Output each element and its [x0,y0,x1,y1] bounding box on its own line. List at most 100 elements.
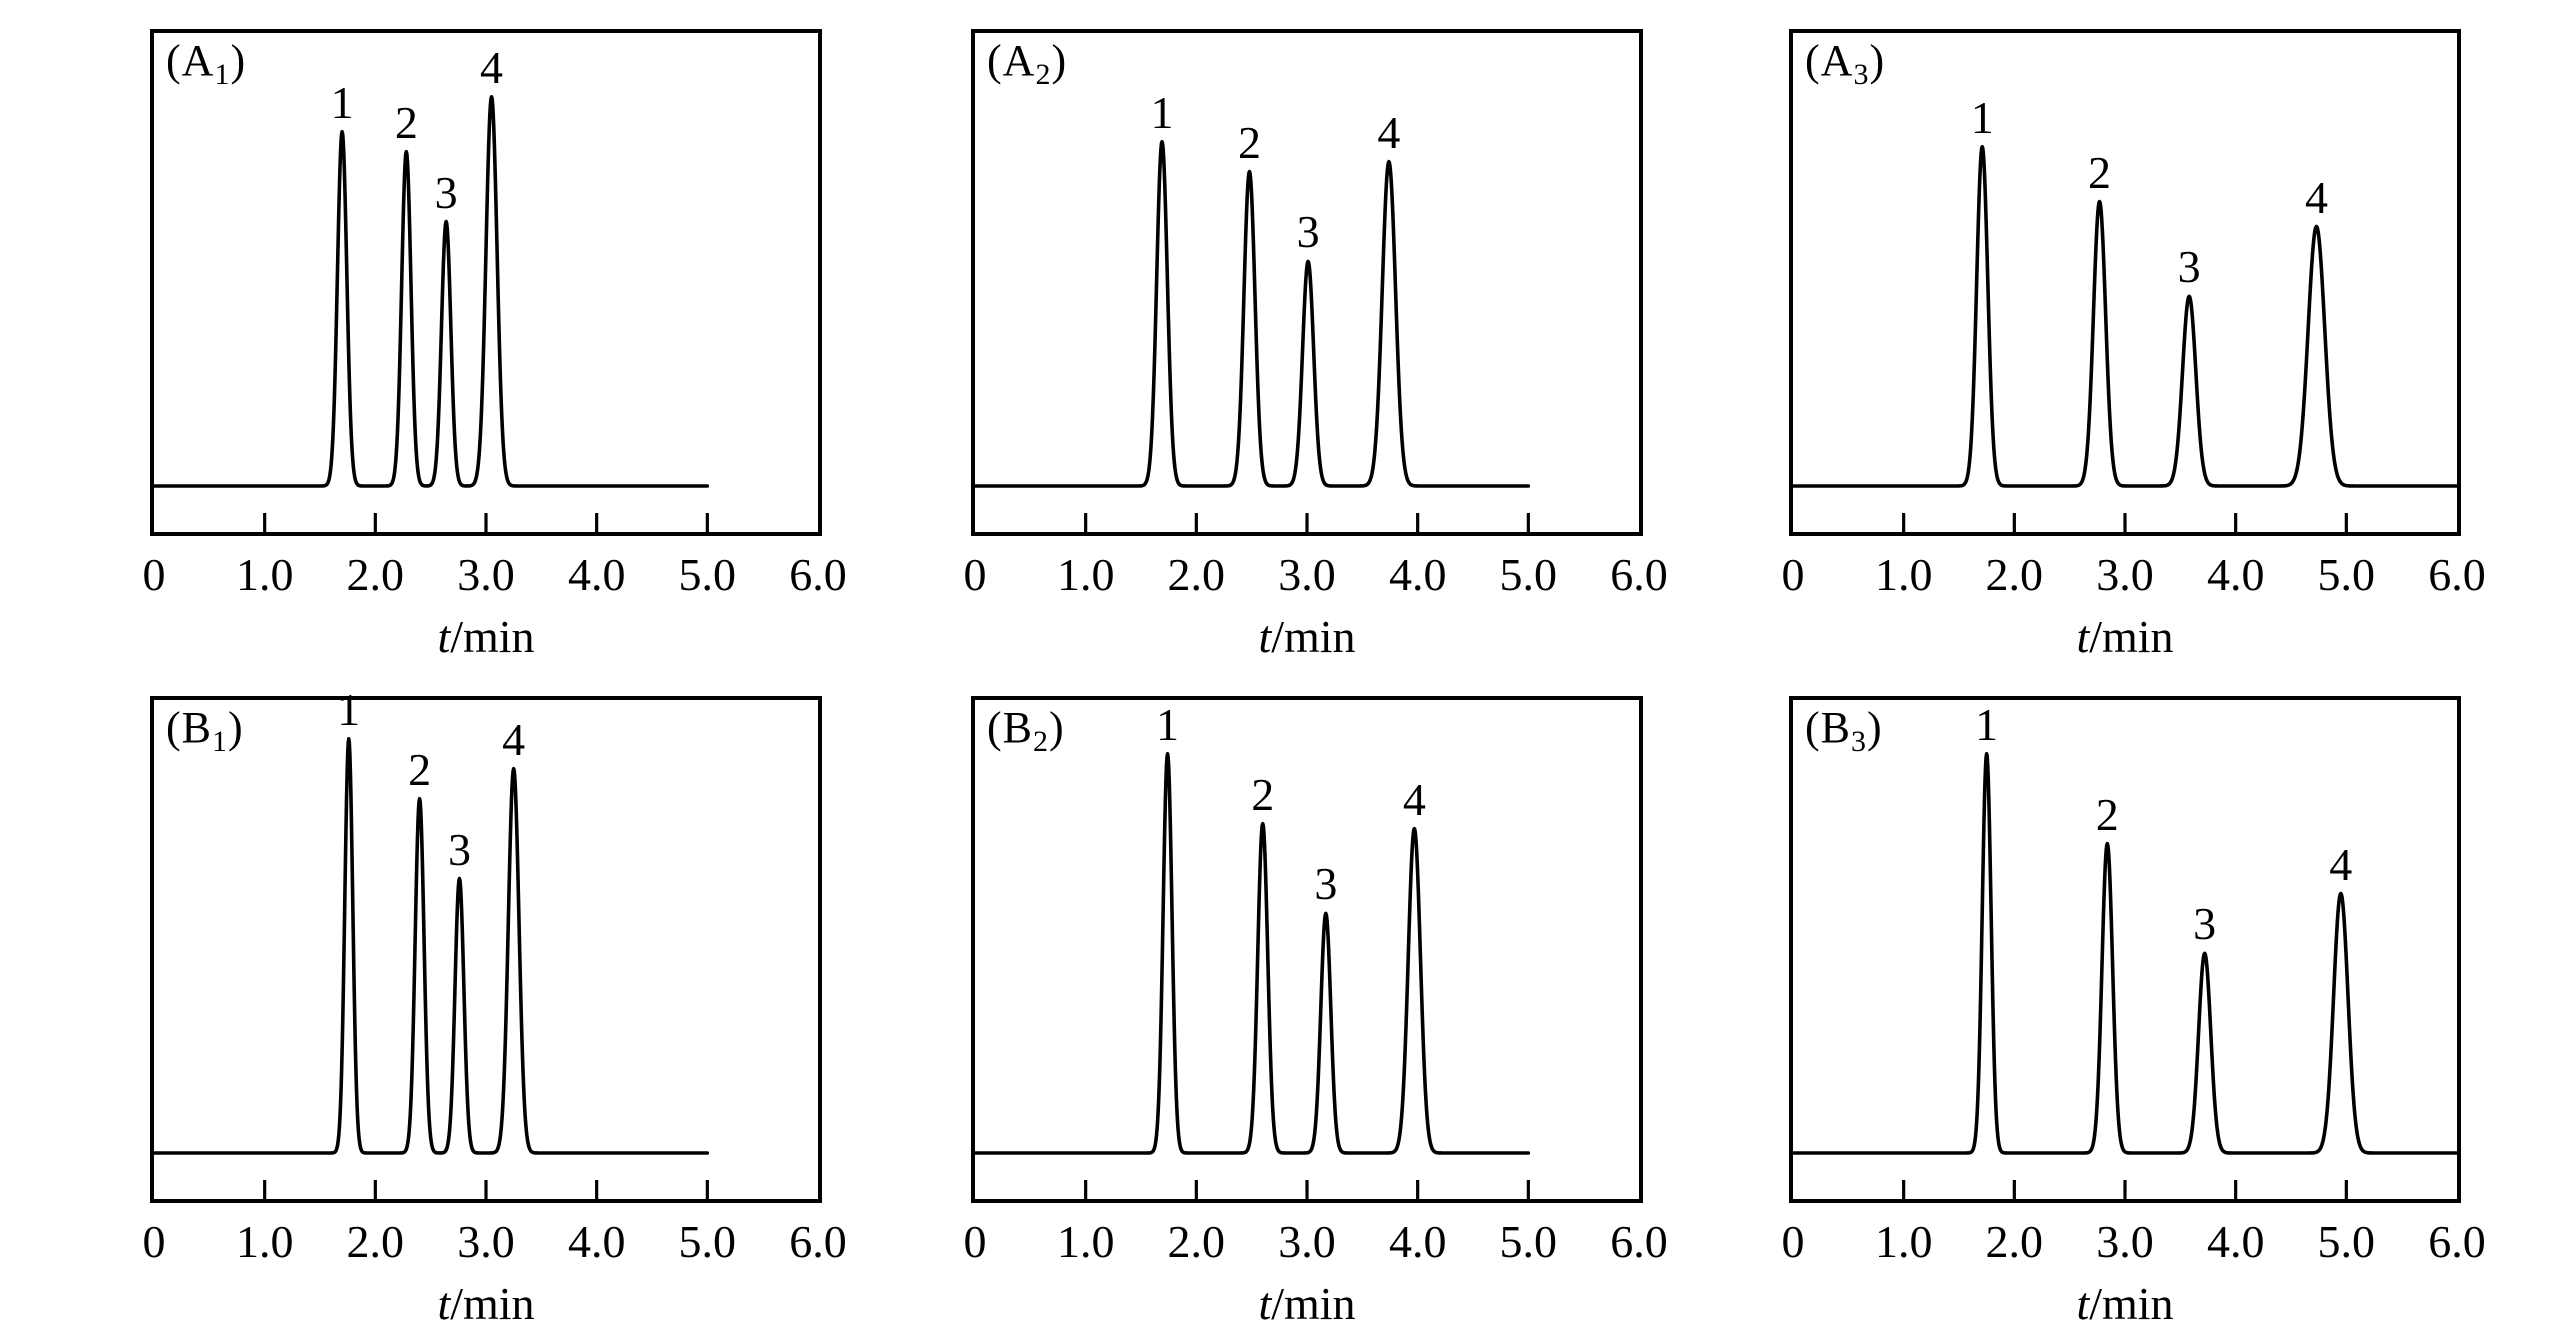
x-axis-tick-labels: 0 1.0 2.0 3.0 4.0 5.0 6.0 [143,549,847,602]
peak-label-2: 2 [2095,788,2119,840]
x-tick-label: 2.0 [1167,549,1226,600]
panel-label: (A1) [166,36,246,89]
x-tick-label: 0 [963,549,987,600]
x-axis-tick-labels: 0 1.0 2.0 3.0 4.0 5.0 6.0 [143,1216,847,1269]
x-tick-label: 4.0 [1388,549,1447,600]
panel-b3: (B3) 1 2 3 4 0 1.0 2.0 3.0 4.0 5.0 6.0 t… [1782,696,2486,1329]
x-tick-label: 2.0 [346,549,405,600]
peak-label-2: 2 [408,743,432,795]
peak-label-2: 2 [2088,146,2112,198]
x-tick-label: 2.0 [1167,1216,1226,1267]
x-tick-label: 0 [142,1216,166,1267]
x-tick-label: 4.0 [2206,1216,2265,1267]
x-tick-label: 4.0 [2206,549,2265,600]
panel-label-suffix: ) [1867,703,1883,752]
x-tick-label: 2.0 [1985,1216,2044,1267]
peak-label-2: 2 [1237,116,1261,168]
chromatogram-plot [973,139,1531,532]
panel-frame: (A1) 1 2 3 4 [150,29,822,536]
x-axis-title-unit: /min [1271,611,1356,662]
panel-b1: (B1) 1 2 3 4 0 1.0 2.0 3.0 4.0 5.0 6.0 t… [143,686,847,1328]
x-tick-label: 3.0 [1278,549,1336,600]
peak-label-4: 4 [2304,171,2328,223]
panel-frame: (A2) 1 2 3 4 [971,29,1643,536]
x-tick-label: 6.0 [1610,549,1668,600]
peak-label-3: 3 [2193,898,2217,950]
panel-label-prefix: (B [166,703,212,752]
chromatogram-trace [1791,752,2459,1155]
peak-label-3: 3 [1296,206,1320,258]
peak-label-3: 3 [434,166,458,218]
peak-label-1: 1 [1150,86,1174,138]
panel-label-subscript: 3 [1853,58,1870,91]
panel-label: (A3) [1805,36,1886,89]
panel-label-subscript: 1 [212,725,228,758]
chromatogram-plot [1791,144,2459,532]
peak-label-4: 4 [2329,838,2353,890]
x-tick-label: 3.0 [2096,549,2154,600]
x-axis-title-unit: /min [2089,1278,2174,1329]
x-axis-title: t/min [1789,612,2461,662]
t-symbol: t [437,1278,451,1329]
x-tick-label: 4.0 [1388,1216,1447,1267]
x-tick-label: 3.0 [457,549,515,600]
chromatogram-plot [152,737,710,1199]
peak-label-1: 1 [1970,91,1994,143]
chromatogram-trace [1791,144,2459,488]
x-tick-label: 6.0 [2428,549,2486,600]
panel-a1: (A1) 1 2 3 4 0 1.0 2.0 3.0 4.0 5.0 6.0 t… [143,29,847,662]
peak-label-4: 4 [1402,773,1426,825]
peak-label-3: 3 [447,823,471,875]
x-tick-label: 5.0 [678,549,737,600]
x-tick-label: 3.0 [1278,1216,1336,1267]
x-tick-label: 0 [142,549,166,600]
chromatogram-plot [973,752,1531,1199]
x-axis-title-unit: /min [2089,611,2174,662]
x-axis-title-unit: /min [450,1278,535,1329]
x-axis-tick-labels: 0 1.0 2.0 3.0 4.0 5.0 6.0 [964,549,1668,602]
chromatogram-plot [152,94,710,532]
x-tick-label: 4.0 [567,549,626,600]
chromatogram-trace [973,139,1531,488]
x-tick-label: 0 [963,1216,987,1267]
panel-a2: (A2) 1 2 3 4 0 1.0 2.0 3.0 4.0 5.0 6.0 t… [964,29,1668,662]
x-tick-label: 4.0 [567,1216,626,1267]
peak-label-4: 4 [1377,106,1401,158]
panel-label-suffix: ) [1869,36,1886,85]
chromatogram-plot [1791,752,2459,1199]
x-tick-label: 0 [1781,1216,1805,1267]
panel-label-prefix: (A [1805,36,1854,85]
x-tick-label: 2.0 [346,1216,405,1267]
x-tick-label: 6.0 [789,1216,847,1267]
x-axis-tick-labels: 0 1.0 2.0 3.0 4.0 5.0 6.0 [1782,549,2486,602]
x-tick-label: 1.0 [1056,1216,1115,1267]
panel-label-prefix: (B [987,703,1033,752]
x-tick-label: 5.0 [678,1216,737,1267]
panel-frame: (B2) 1 2 3 4 [971,696,1643,1203]
peak-label-1: 1 [330,76,354,128]
x-tick-label: 1.0 [1056,549,1115,600]
panel-label-prefix: (B [1805,703,1851,752]
panel-label: (B3) [1805,703,1883,756]
panel-label-prefix: (A [987,36,1036,85]
x-tick-label: 5.0 [1499,549,1558,600]
panel-frame: (A3) 1 2 3 4 [1789,29,2461,536]
panel-label: (B2) [987,703,1065,756]
chromatogram-trace [152,737,710,1155]
x-tick-label: 1.0 [1874,549,1933,600]
x-axis-title-unit: /min [450,611,535,662]
x-tick-label: 1.0 [1874,1216,1933,1267]
peak-label-1: 1 [1156,698,1180,750]
x-axis-title: t/min [971,1279,1643,1329]
x-tick-label: 6.0 [2428,1216,2486,1267]
panel-label-subscript: 1 [214,58,231,91]
chromatogram-trace [152,94,710,488]
panel-label-suffix: ) [1051,36,1068,85]
x-axis-title-unit: /min [1271,1278,1356,1329]
peak-label-2: 2 [1251,768,1275,820]
peak-label-1: 1 [337,683,361,735]
x-tick-label: 6.0 [1610,1216,1668,1267]
x-tick-label: 1.0 [235,549,294,600]
x-axis-tick-labels: 0 1.0 2.0 3.0 4.0 5.0 6.0 [1782,1216,2486,1269]
